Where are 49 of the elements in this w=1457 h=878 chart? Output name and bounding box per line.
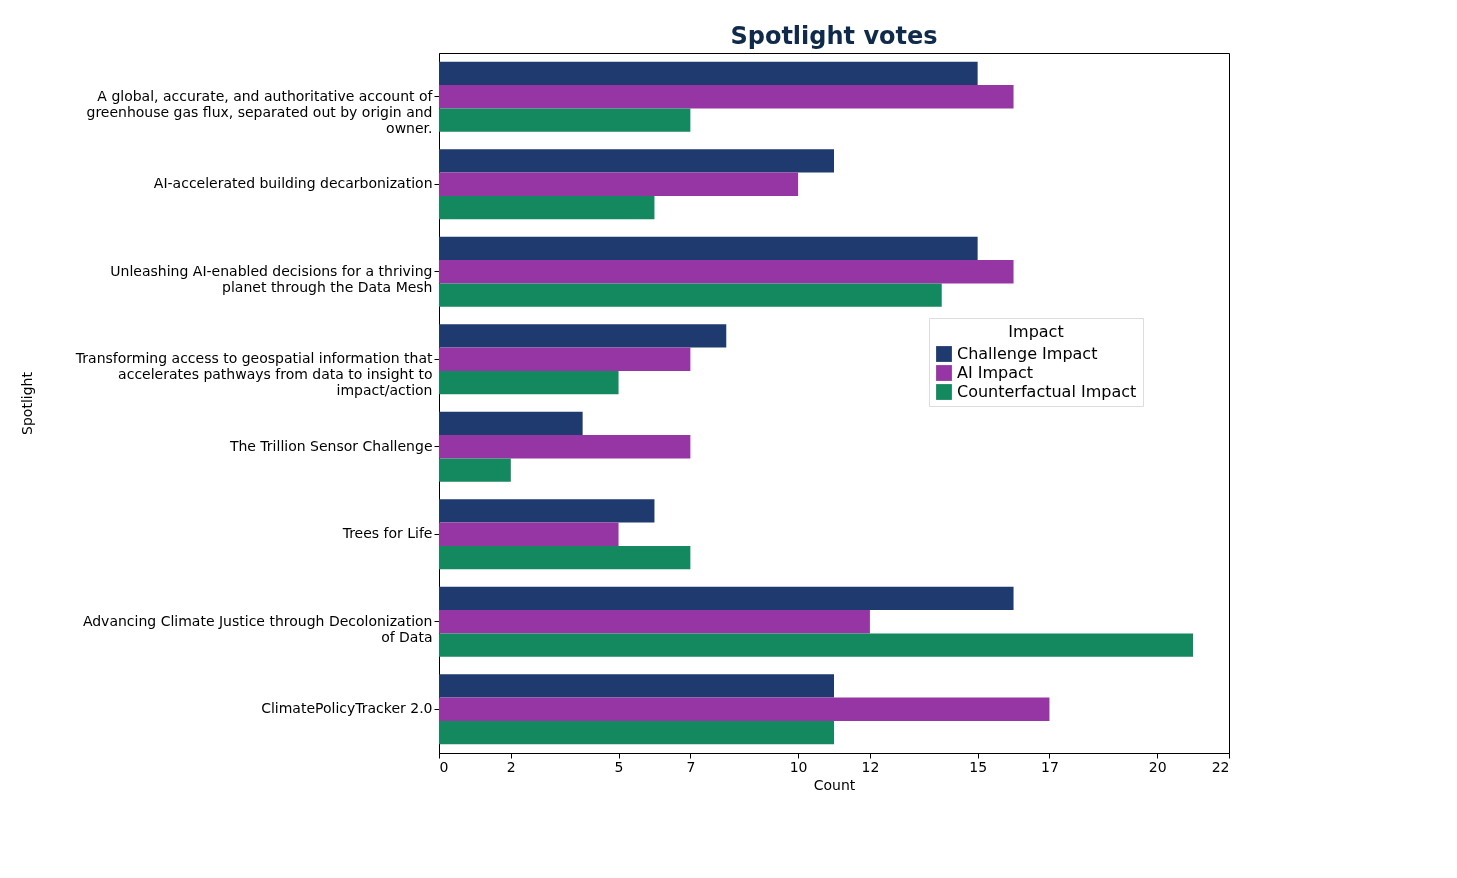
x-tick-label: 7	[686, 758, 696, 775]
legend-label: Challenge Impact	[957, 344, 1098, 363]
bar	[439, 633, 1194, 657]
bar	[439, 283, 942, 307]
y-tick-label: A global, accurate, and authoritative account of greenhouse gas flux, separated out by origin and owner.	[86, 87, 434, 136]
bar	[439, 720, 834, 745]
bar	[439, 545, 691, 570]
bar	[439, 195, 655, 220]
bar	[439, 172, 799, 196]
y-axis-title: Spotlight	[18, 371, 35, 435]
bar	[439, 108, 691, 132]
y-tick-label: The Trillion Sensor Challenge	[228, 437, 433, 454]
y-tick-label: AI-accelerated building decarbonization	[153, 175, 433, 192]
x-axis-title: Count	[813, 776, 856, 793]
x-tick-label: 15	[969, 758, 988, 775]
bar	[439, 610, 870, 634]
bar	[439, 411, 583, 436]
y-tick-label: Unleashing AI-enabled decisions for a thriving planet through the Data Mesh	[110, 262, 433, 295]
x-tick-label: 17	[1041, 758, 1059, 775]
bar	[439, 522, 619, 546]
bar	[439, 586, 1014, 611]
bar	[439, 435, 691, 459]
legend-title: Impact	[1008, 322, 1064, 341]
x-tick-label: 0	[439, 758, 449, 775]
bar	[439, 370, 619, 395]
legend-label: AI Impact	[957, 363, 1034, 382]
bar	[439, 458, 511, 482]
x-tick-label: 12	[861, 758, 880, 775]
x-tick-label: 10	[789, 758, 808, 775]
x-tick-label: 22	[1211, 758, 1230, 775]
bar	[439, 85, 1014, 109]
x-tick-label: 5	[614, 758, 624, 775]
y-tick-label: Trees for Life	[341, 525, 433, 542]
bar	[439, 347, 691, 371]
y-tick-label: Advancing Climate Justice through Decolonization of Data	[82, 612, 433, 645]
x-tick-label: 20	[1148, 758, 1167, 775]
x-tick-label: 2	[506, 758, 516, 775]
bar	[439, 697, 1050, 721]
bar	[439, 149, 834, 173]
bar	[439, 61, 978, 86]
bar	[439, 499, 655, 523]
y-tick-label: Transforming access to geospatial information that accelerates pathways from data to insight to impact/action	[74, 350, 434, 399]
y-tick-label: ClimatePolicyTracker 2.0	[261, 700, 433, 717]
bar	[439, 260, 1014, 284]
bar	[439, 324, 727, 348]
chart-title: Spotlight votes	[730, 22, 938, 50]
bar	[439, 236, 978, 261]
legend-label: Counterfactual Impact	[957, 382, 1137, 401]
bar	[439, 674, 834, 698]
